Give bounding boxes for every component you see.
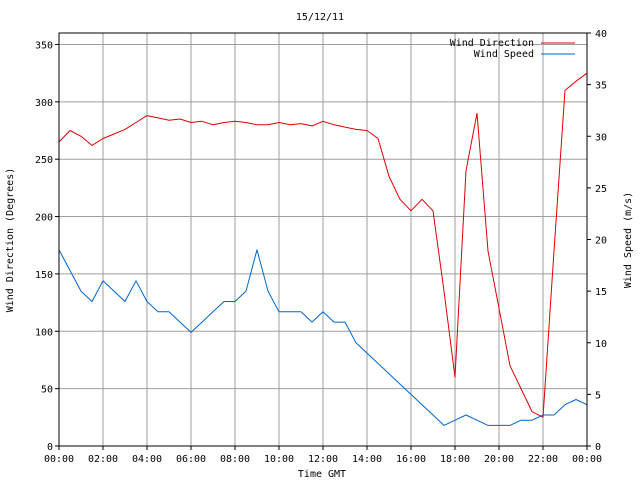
y-left-tick-label: 150: [35, 270, 53, 281]
x-tick-label: 10:00: [264, 454, 294, 465]
x-tick-label: 12:00: [308, 454, 338, 465]
series-layer: [58, 72, 588, 426]
y-left-tick-label: 200: [35, 213, 53, 224]
y-right-tick-label: 20: [595, 236, 607, 247]
x-tick-label: 14:00: [352, 454, 382, 465]
y-left-tick-label: 350: [35, 40, 53, 51]
x-axis-label: Time GMT: [298, 469, 346, 480]
y-right-axis-ticks: 0 5 10 15 20 25 30 35 40: [587, 29, 607, 453]
y-right-tick-label: 15: [595, 287, 607, 298]
grid: [59, 33, 587, 446]
y-left-tick-label: 100: [35, 327, 53, 338]
x-tick-label: 04:00: [132, 454, 162, 465]
y-left-tick-label: 300: [35, 98, 53, 109]
x-tick-label: 06:00: [176, 454, 206, 465]
x-tick-label: 02:00: [88, 454, 118, 465]
x-tick-label: 00:00: [572, 454, 602, 465]
x-tick-label: 22:00: [528, 454, 558, 465]
y-left-tick-label: 50: [41, 385, 53, 396]
x-tick-label: 20:00: [484, 454, 514, 465]
series-line-wind-direction: [58, 72, 588, 418]
y-left-axis-label: Wind Direction (Degrees): [5, 168, 16, 313]
series-line-wind-speed: [58, 249, 588, 426]
y-right-tick-label: 0: [595, 442, 601, 453]
y-right-tick-label: 10: [595, 339, 607, 350]
legend-label-wind-speed: Wind Speed: [474, 49, 534, 60]
legend: Wind Direction Wind Speed: [450, 38, 575, 60]
y-right-tick-label: 25: [595, 184, 607, 195]
legend-label-wind-direction: Wind Direction: [450, 38, 534, 49]
y-right-tick-label: 5: [595, 390, 601, 401]
y-right-tick-label: 30: [595, 132, 607, 143]
x-tick-label: 08:00: [220, 454, 250, 465]
y-right-tick-label: 35: [595, 81, 607, 92]
y-left-tick-label: 250: [35, 155, 53, 166]
x-axis-ticks: 00:00 02:00 04:00 06:00 08:00 10:00 12:00 14:00…: [44, 446, 602, 465]
y-left-axis-ticks: 0 50 100 150 200 250 300 350: [35, 40, 59, 453]
y-right-tick-label: 40: [595, 29, 607, 40]
y-left-tick-label: 0: [47, 442, 53, 453]
x-tick-label: 16:00: [396, 454, 426, 465]
x-tick-label: 18:00: [440, 454, 470, 465]
y-right-axis-label: Wind Speed (m/s): [623, 192, 634, 288]
chart-title: 15/12/11: [296, 12, 344, 23]
x-tick-label: 00:00: [44, 454, 74, 465]
